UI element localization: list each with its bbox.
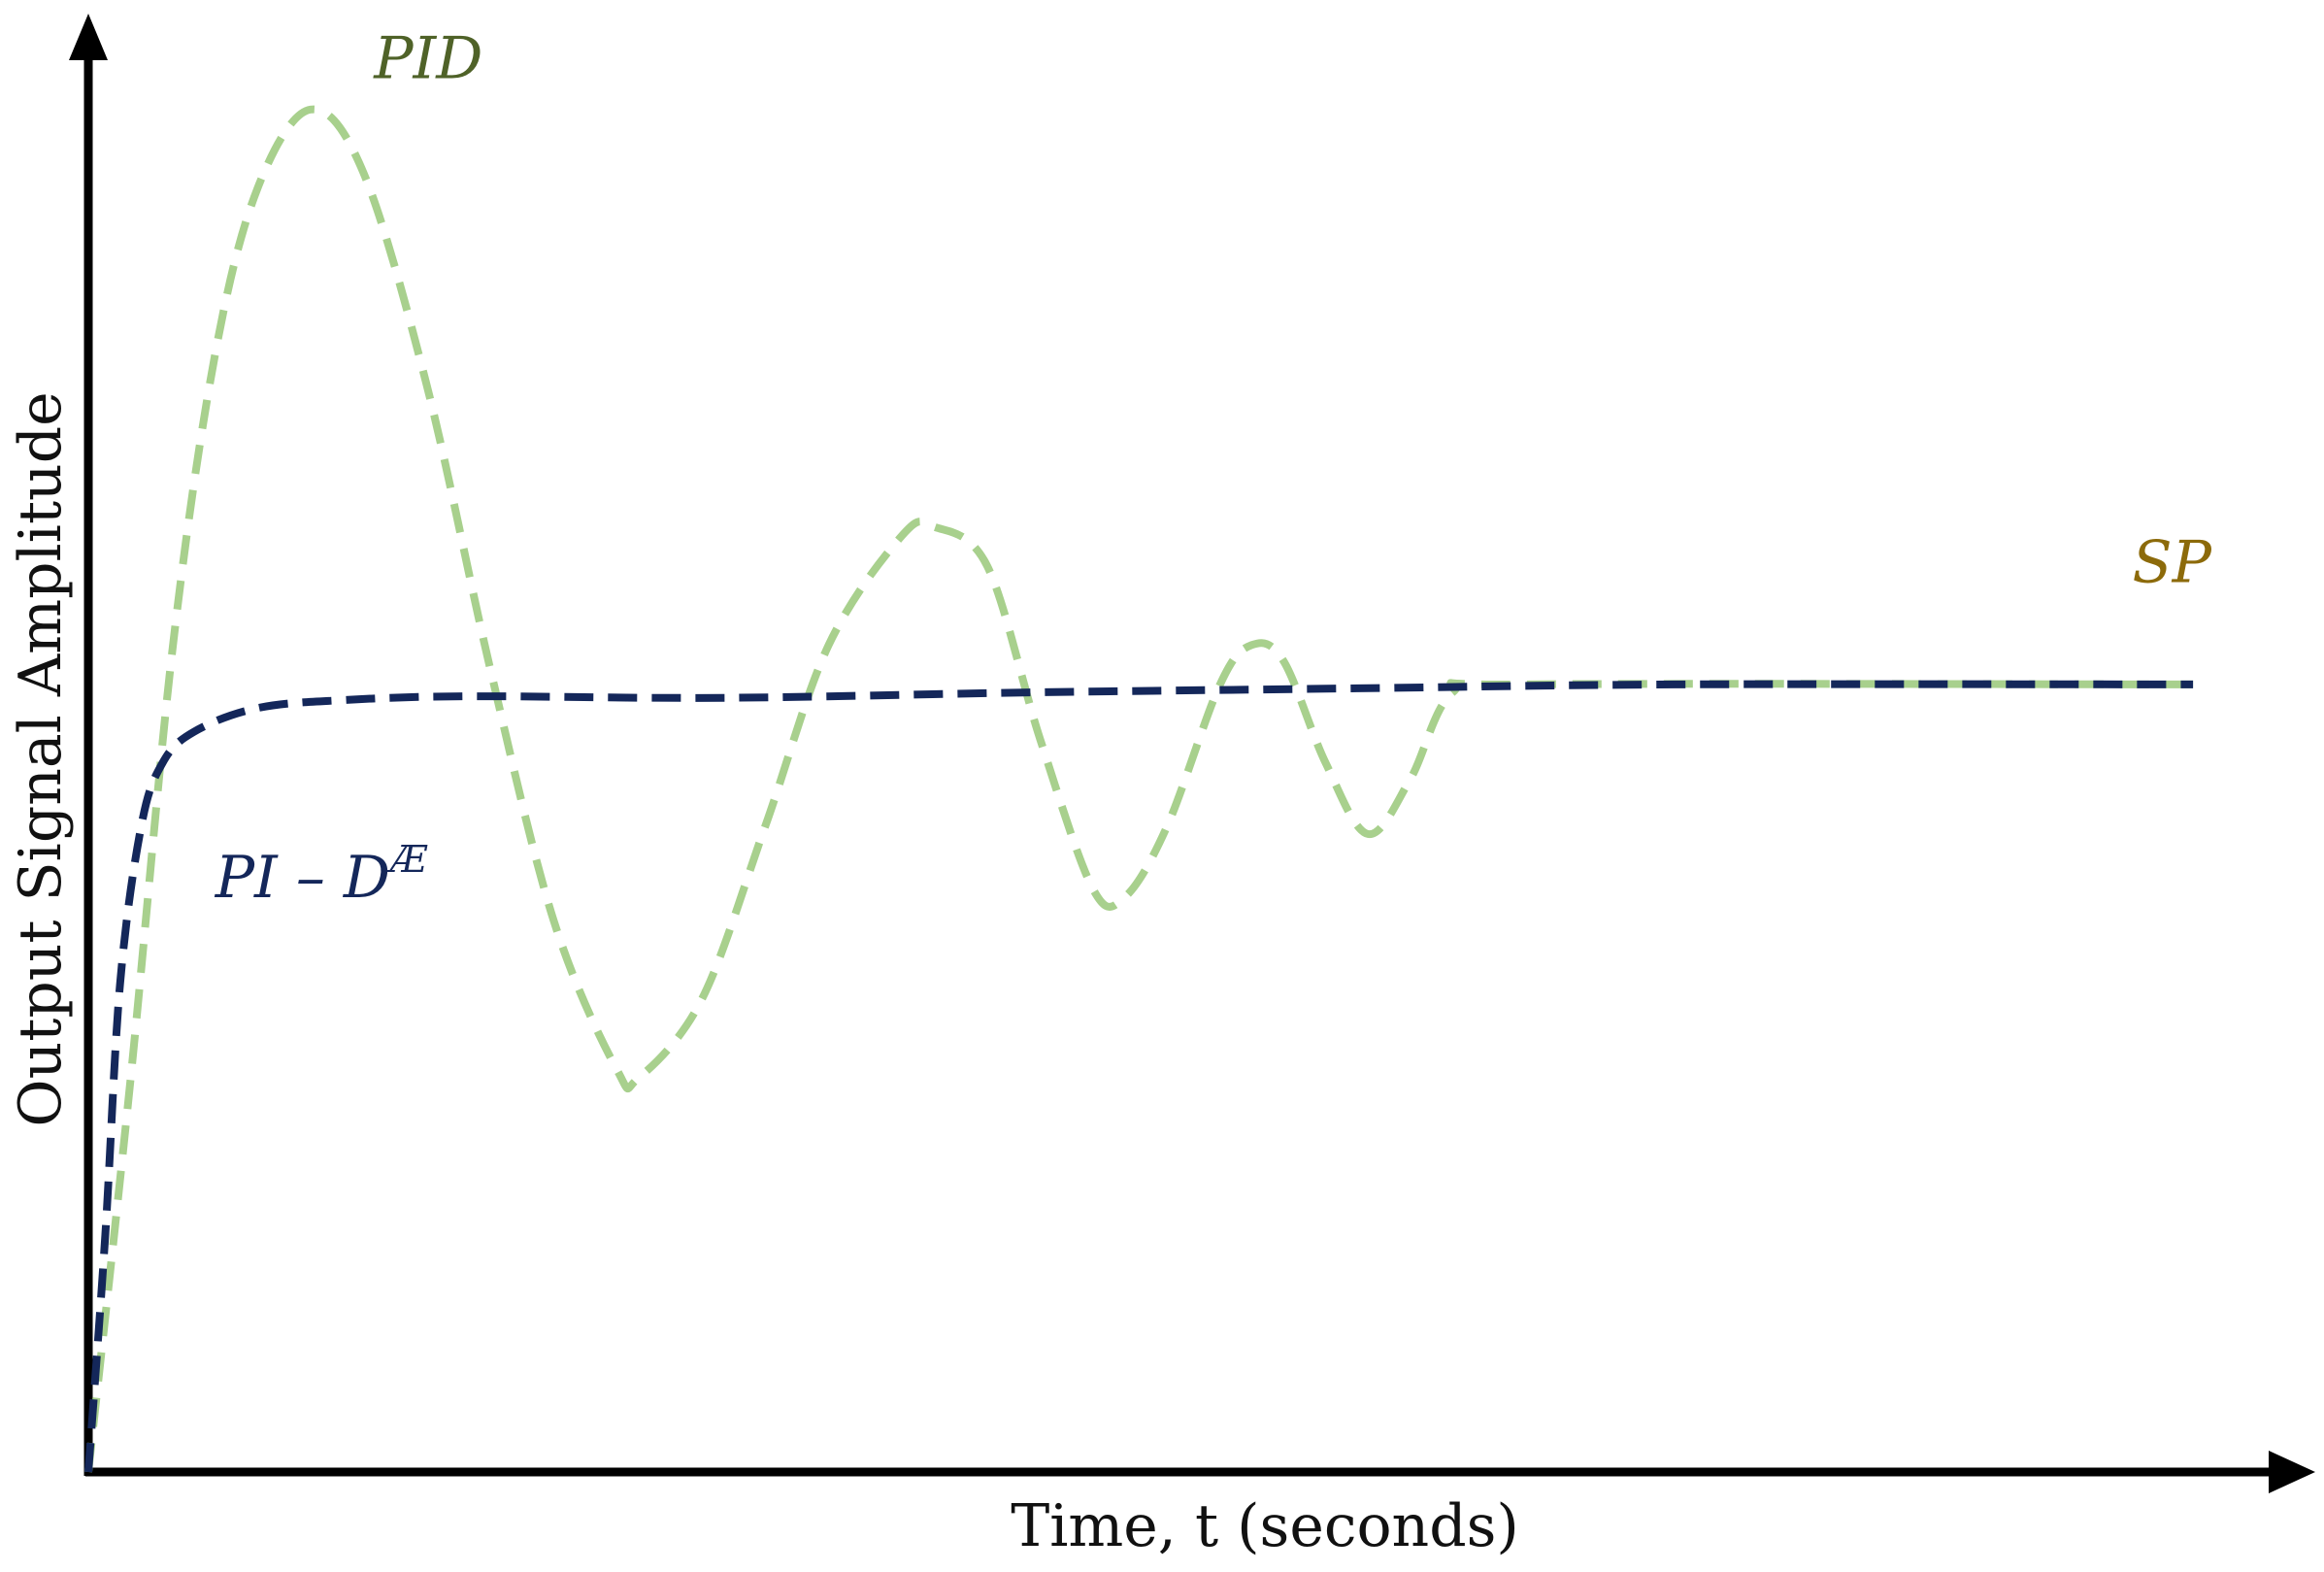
x-axis-arrowhead — [2269, 1451, 2315, 1493]
series-line-pi-d — [84, 680, 2194, 1473]
series-label-pid: PID — [373, 24, 482, 92]
series-label-pi-d: PI – DÆ — [215, 838, 428, 912]
series-label-sp: SP — [2133, 528, 2213, 596]
x-axis-title: Time, t (seconds) — [1011, 1492, 1519, 1560]
y-axis-arrowhead — [69, 14, 108, 60]
series-line-pid — [84, 105, 2194, 1473]
series-layer — [84, 105, 2202, 1473]
series-label-pi-d-superscript: Æ — [386, 838, 428, 881]
y-axis-title: Output Signal Amplitude — [7, 391, 75, 1126]
series-label-pi-d-main: PI – D — [215, 844, 390, 912]
